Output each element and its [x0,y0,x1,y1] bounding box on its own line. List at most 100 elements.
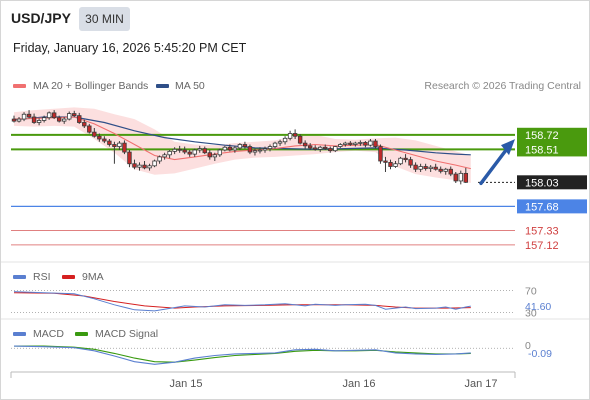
candle-body [323,146,328,150]
candle-body [137,164,142,168]
candle-body [51,112,57,119]
candle-body [318,146,323,150]
macd-signal-line [14,345,471,363]
candle-body [393,163,398,167]
candle-body [463,172,468,183]
timeframe-badge[interactable]: 30 MIN [79,7,130,31]
rsi-level-label: 70 [525,286,537,298]
candle-body [292,133,298,137]
symbol-title: USD/JPY [11,10,71,26]
current-price-label: 158.03 [525,177,559,189]
candle-body [87,125,92,133]
resistance-label-bg [517,127,587,142]
candle-body [418,166,423,170]
candle-body [408,159,413,166]
candle-body [16,118,22,122]
ma20-legend-label: MA 20 + Bollinger Bands [33,80,149,92]
candle-body [252,150,258,153]
rsi-ma-legend-label: 9MA [82,271,104,283]
candle-body [333,146,338,152]
candle-body [127,151,132,165]
candle-body [142,164,147,169]
candle-body [132,163,137,168]
support-label: 157.33 [525,225,559,237]
candle-body [97,135,102,140]
candle-body [373,140,378,147]
candle-body [107,140,112,145]
support-label: 157.68 [525,201,559,213]
candle-body [378,146,383,162]
forecast-arrow-shaft [479,148,508,186]
rsi-legend-swatch [13,275,26,279]
rsi-line [13,291,471,312]
support-label-bg [517,199,587,214]
candle-body [383,160,388,163]
candle-body [257,149,263,152]
candle-body [363,142,368,146]
x-tick-label: Jan 16 [342,378,375,390]
candle-body [182,149,187,153]
candle-body [177,148,182,151]
candle-body [413,164,418,170]
candle-body [157,156,162,162]
ma50-legend-swatch [156,84,169,88]
candle-body [267,146,273,150]
candle-body [348,142,353,145]
candle-body [217,149,223,156]
timestamp: Friday, January 16, 2026 5:45:20 PM CET [13,41,247,55]
macd-current-label: -0.09 [528,348,552,360]
candle-body [423,166,428,169]
forecast-arrow-head [501,139,515,156]
rsi-legend-label: RSI [33,271,51,283]
candle-body [11,118,17,122]
candle-body [312,147,318,150]
candle-body [92,131,97,137]
candle-body [82,122,87,127]
candle-body [46,112,52,119]
candle-body [192,149,197,155]
resistance-label: 158.51 [525,144,559,156]
candle-body [207,152,212,158]
candle-body [36,120,42,123]
macd-legend-swatch [13,332,26,336]
macd-zero-label: 0 [525,340,531,352]
candle-body [67,113,72,120]
candle-body [262,148,268,151]
candle-body [202,148,207,154]
ma20-legend-swatch [13,84,26,88]
ma20-line [13,116,471,170]
candle-body [277,141,283,144]
candle-body [242,144,248,147]
resistance-label-bg [517,142,587,157]
candle-body [227,146,233,151]
candle-body [56,117,62,122]
candle-body [147,165,152,169]
candle-body [212,154,217,158]
credit-text: Research © 2026 Trading Central [424,80,581,92]
candle-body [41,117,47,121]
candle-body [388,161,393,167]
candle-body [433,166,438,170]
candle-body [172,148,177,152]
candle-body [453,173,458,182]
rsi-level-label: 30 [525,308,537,320]
candle-body [282,137,288,143]
ma50-legend-label: MA 50 [175,80,205,92]
candle-body [328,148,333,152]
x-tick-label: Jan 15 [169,378,202,390]
candle-body [187,151,192,155]
candle-body [247,146,253,153]
candle-body [368,140,373,146]
candle-body [237,144,243,149]
candle-body [398,157,403,165]
candle-body [112,144,117,147]
candle-body [458,172,463,182]
current-price-label-bg [517,175,587,190]
candle-body [222,146,228,151]
candle-body [358,142,363,144]
candle-body [353,142,358,145]
x-tick-label: Jan 17 [464,378,497,390]
support-label: 157.12 [525,240,559,252]
candle-body [26,113,32,118]
